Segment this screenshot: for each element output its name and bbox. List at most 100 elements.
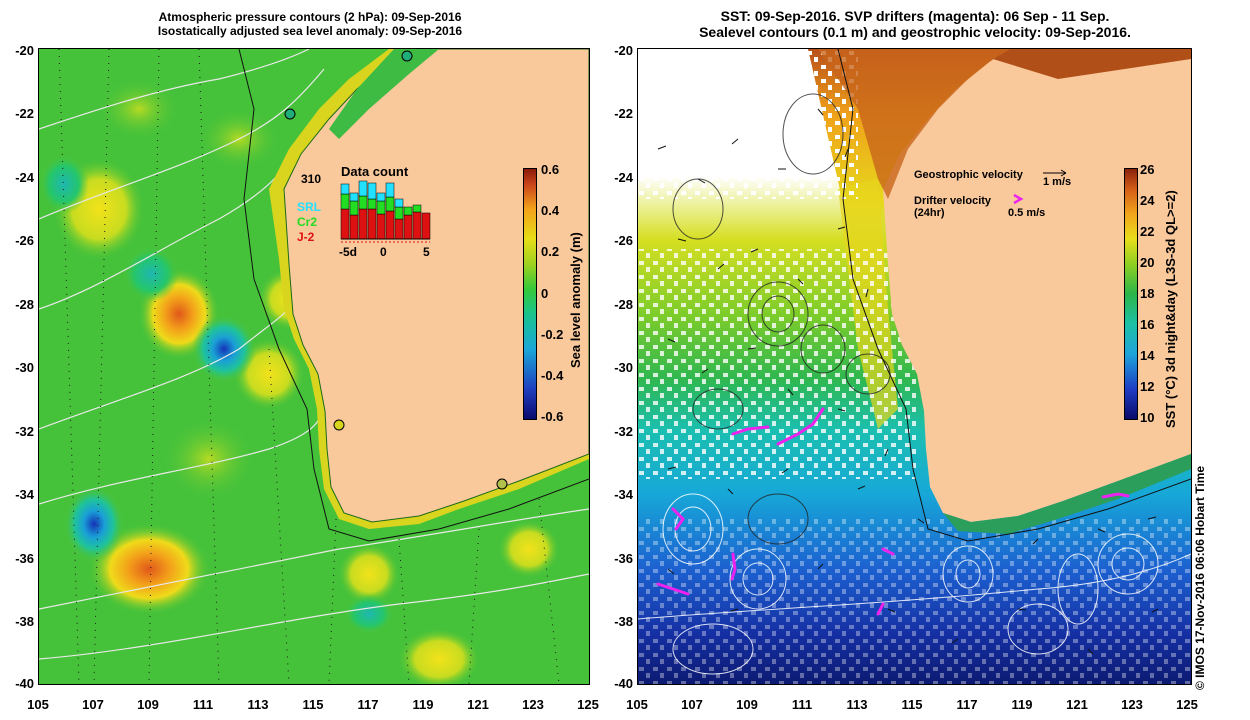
right-x-tick: 117 bbox=[956, 697, 978, 712]
left-x-tick: 113 bbox=[247, 697, 269, 712]
right-map-title: SST: 09-Sep-2016. SVP drifters (magenta)… bbox=[640, 8, 1190, 40]
cloud-mask bbox=[638, 49, 858, 199]
left-x-tick: 115 bbox=[302, 697, 324, 712]
sla-positive-eddy bbox=[89, 524, 209, 614]
right-y-tick: -30 bbox=[614, 360, 633, 375]
right-y-tick: -20 bbox=[614, 43, 633, 58]
sst-map-graphic: Geostrophic velocity 1 m/s Drifter veloc… bbox=[638, 49, 1191, 684]
data-count-title: Data count bbox=[341, 164, 409, 179]
left-y-tick: -22 bbox=[15, 106, 34, 121]
sla-positive-eddy bbox=[99, 79, 179, 139]
right-x-tick: 113 bbox=[846, 697, 868, 712]
left-y-tick: -26 bbox=[15, 233, 34, 248]
right-y-tick: -36 bbox=[614, 551, 633, 566]
left-y-tick: -20 bbox=[15, 43, 34, 58]
sla-colorbar-tick: 0 bbox=[541, 286, 549, 301]
sla-colorbar bbox=[523, 168, 537, 420]
left-x-tick: 121 bbox=[467, 697, 489, 712]
right-y-tick: -34 bbox=[614, 487, 633, 502]
right-x-tick: 115 bbox=[901, 697, 923, 712]
left-x-tick: 125 bbox=[577, 697, 599, 712]
svp-drifter-tracks bbox=[656, 407, 1130, 616]
sst-colorbar-tick: 24 bbox=[1140, 193, 1155, 208]
sst-map[interactable]: Geostrophic velocity 1 m/s Drifter veloc… bbox=[637, 48, 1192, 685]
drifter-velocity-label: Drifter velocity bbox=[914, 195, 992, 207]
left-y-tick: -32 bbox=[15, 424, 34, 439]
sla-colorbar-tick: 0.4 bbox=[541, 203, 560, 218]
data-count-bars bbox=[340, 180, 431, 243]
tide-gauge-marker[interactable] bbox=[284, 108, 296, 120]
cloud-mask bbox=[638, 249, 918, 479]
shelf-break-line bbox=[837, 49, 1191, 542]
left-y-tick: -24 bbox=[15, 170, 34, 185]
right-x-tick: 123 bbox=[1121, 697, 1143, 712]
right-y-tick: -26 bbox=[614, 233, 633, 248]
sst-colorbar-tick: 26 bbox=[1140, 162, 1155, 177]
sst-colorbar-tick: 12 bbox=[1140, 379, 1155, 394]
drifter-scale-arrow bbox=[1013, 193, 1024, 205]
land-australia bbox=[883, 49, 1191, 522]
right-title-line2: Sealevel contours (0.1 m) and geostrophi… bbox=[699, 24, 1131, 40]
left-y-tick: -38 bbox=[15, 614, 34, 629]
right-y-tick: -22 bbox=[614, 106, 633, 121]
left-y-tick: -40 bbox=[15, 676, 34, 691]
sla-negative-eddy bbox=[344, 594, 394, 634]
right-x-tick: 121 bbox=[1066, 697, 1088, 712]
data-count-inset: 310 Data count SRL Cr2 J-2 bbox=[297, 164, 431, 259]
left-map-title: Atmospheric pressure contours (2 hPa): 0… bbox=[100, 10, 520, 38]
sla-negative-eddy bbox=[64, 486, 124, 562]
sst-colorbar-tick: 20 bbox=[1140, 255, 1155, 270]
left-x-tick: 109 bbox=[137, 697, 159, 712]
sea-level-anomaly-map[interactable]: 310 Data count SRL Cr2 J-2 bbox=[38, 48, 590, 685]
right-y-tick: -24 bbox=[614, 170, 633, 185]
right-x-tick: 105 bbox=[626, 697, 648, 712]
data-count-x-tick: -5d bbox=[339, 245, 357, 259]
left-x-tick: 117 bbox=[357, 697, 379, 712]
right-y-tick: -28 bbox=[614, 297, 633, 312]
sla-colorbar-tick: -0.4 bbox=[541, 368, 564, 383]
sealevel-contours bbox=[638, 493, 1191, 675]
sst-colorbar-tick: 14 bbox=[1140, 348, 1155, 363]
sla-negative-eddy bbox=[123, 246, 179, 302]
left-x-tick: 111 bbox=[192, 697, 214, 712]
sla-colorbar-tick: -0.6 bbox=[541, 409, 564, 424]
imos-credit: © IMOS 17-Nov-2016 06:06 Hobart Time bbox=[1193, 465, 1207, 690]
drifter-scale-label: 0.5 m/s bbox=[1008, 207, 1045, 219]
left-y-tick: -30 bbox=[15, 360, 34, 375]
drifter-period-label: (24hr) bbox=[914, 207, 945, 219]
right-x-tick: 125 bbox=[1176, 697, 1198, 712]
left-x-tick: 105 bbox=[27, 697, 49, 712]
pressure-contours bbox=[39, 49, 589, 660]
sst-colorbar-tick: 22 bbox=[1140, 224, 1155, 239]
right-y-tick: -40 bbox=[614, 676, 633, 691]
right-x-tick: 109 bbox=[736, 697, 758, 712]
sealevel-contours-dark bbox=[672, 93, 891, 545]
tide-gauge-marker[interactable] bbox=[496, 478, 508, 490]
sla-colorbar-tick: 0.6 bbox=[541, 162, 560, 177]
sla-positive-eddy bbox=[499, 521, 559, 577]
right-x-tick: 107 bbox=[681, 697, 703, 712]
arrowhead-icon bbox=[1060, 169, 1067, 177]
sla-positive-eddy bbox=[399, 629, 479, 684]
sla-map-graphic: 310 Data count SRL Cr2 J-2 bbox=[39, 49, 589, 684]
geostrophic-velocity-label: Geostrophic velocity bbox=[914, 169, 1024, 181]
coastal-shelf-water bbox=[943, 454, 1191, 534]
left-y-tick: -36 bbox=[15, 551, 34, 566]
altimeter-tracks bbox=[58, 49, 560, 684]
data-count-x-tick: 0 bbox=[380, 245, 387, 259]
left-y-tick: -28 bbox=[15, 297, 34, 312]
warm-coastal-water bbox=[818, 49, 1010, 199]
sst-colorbar-tick: 18 bbox=[1140, 286, 1155, 301]
tide-gauge-marker[interactable] bbox=[401, 50, 413, 62]
tide-gauge-marker[interactable] bbox=[333, 419, 345, 431]
right-x-tick: 111 bbox=[791, 697, 813, 712]
right-y-tick: -32 bbox=[614, 424, 633, 439]
data-count-x-tick: 5 bbox=[423, 245, 430, 259]
sst-colorbar-tick: 16 bbox=[1140, 317, 1155, 332]
left-title-line1: Atmospheric pressure contours (2 hPa): 0… bbox=[158, 10, 462, 24]
velocity-legend: Geostrophic velocity 1 m/s Drifter veloc… bbox=[914, 169, 1071, 219]
sla-colorbar-title: Sea level anomaly (m) bbox=[568, 232, 583, 368]
left-title-line2: Isostatically adjusted sea level anomaly… bbox=[157, 24, 463, 38]
data-count-sat1: SRL bbox=[297, 200, 321, 214]
right-x-tick: 119 bbox=[1011, 697, 1033, 712]
